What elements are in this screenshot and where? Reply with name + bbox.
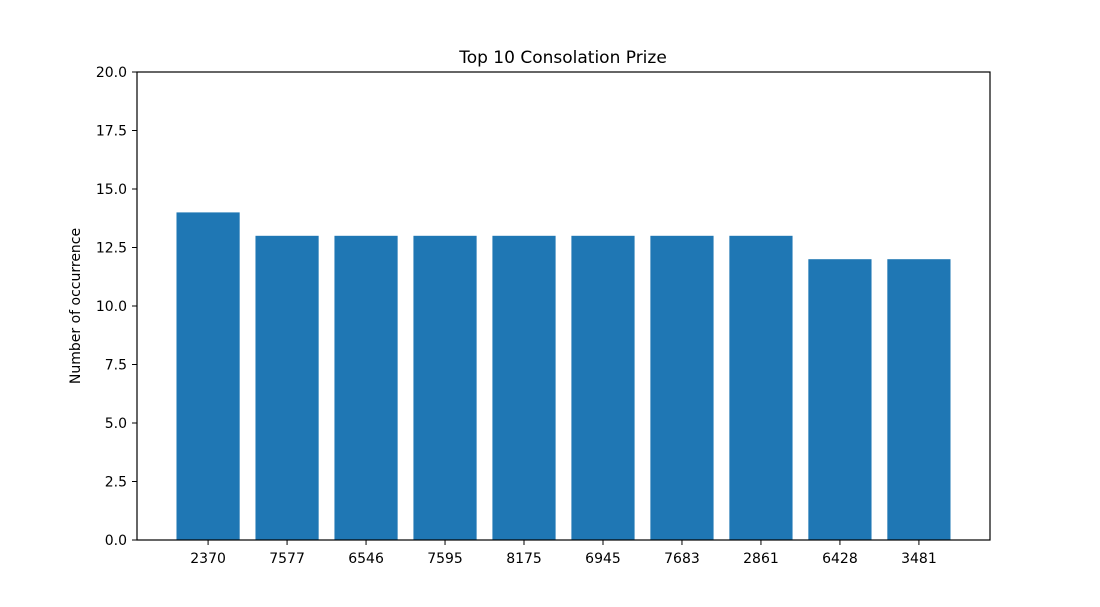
- bar-6428: [808, 259, 872, 540]
- x-ticks-group: 2370 7577 6546 7595 8175 6945 7683 2861 6428 3481: [190, 540, 937, 567]
- y-axis-label: Number of occurrence: [68, 228, 84, 384]
- x-tick-label-6546: 6546: [348, 551, 384, 567]
- x-tick-label-2370: 2370: [190, 551, 226, 567]
- y-tick-label: 15.0: [96, 182, 127, 198]
- bar-3481: [887, 259, 951, 540]
- x-tick-label-7595: 7595: [427, 551, 463, 567]
- plot-frame: [136, 71, 991, 541]
- bar-7577: [255, 235, 319, 541]
- chart-title: Top 10 Consolation Prize: [458, 48, 667, 68]
- bar-6546: [334, 235, 398, 541]
- x-tick-label-7577: 7577: [269, 551, 305, 567]
- y-tick-label: 10.0: [96, 299, 127, 315]
- bars-group: [176, 212, 951, 541]
- y-ticks-group: 0.0 2.5 5.0 7.5 10.0 12.5 15.0 17.5 20.0: [96, 65, 137, 549]
- y-tick-label: 5.0: [105, 416, 127, 432]
- x-tick-label-6945: 6945: [585, 551, 621, 567]
- y-tick-label: 0.0: [105, 533, 127, 549]
- bar-7683: [650, 235, 714, 541]
- y-tick-label: 12.5: [96, 241, 127, 257]
- y-tick-label: 20.0: [96, 65, 127, 81]
- bar-2861: [729, 235, 793, 541]
- y-tick-label: 7.5: [105, 358, 127, 374]
- bar-2370: [176, 212, 240, 540]
- bar-6945: [571, 235, 635, 541]
- bar-8175: [492, 235, 556, 541]
- x-tick-label-8175: 8175: [506, 551, 542, 567]
- y-tick-label: 2.5: [105, 475, 127, 491]
- bar-7595: [413, 235, 477, 541]
- x-tick-label-6428: 6428: [822, 551, 858, 567]
- x-tick-label-2861: 2861: [743, 551, 779, 567]
- x-tick-label-3481: 3481: [901, 551, 937, 567]
- y-tick-label: 17.5: [96, 124, 127, 140]
- x-tick-label-7683: 7683: [664, 551, 700, 567]
